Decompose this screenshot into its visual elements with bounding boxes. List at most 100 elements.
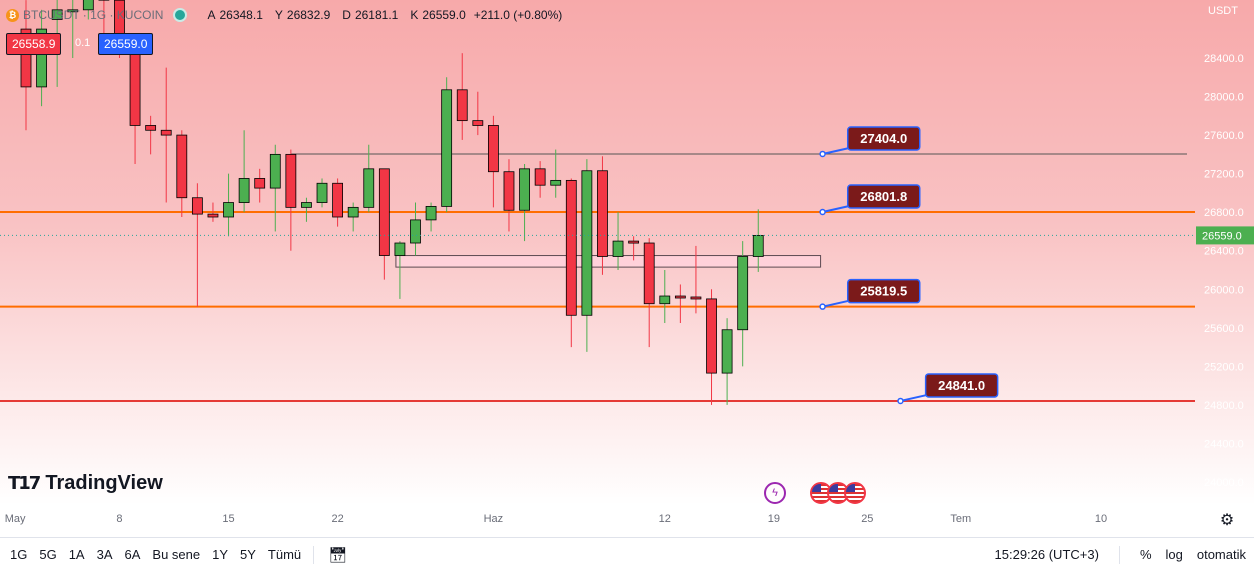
candle-body (224, 203, 234, 217)
range-3a[interactable]: 3A (91, 547, 119, 562)
candle[interactable] (535, 161, 545, 198)
candle[interactable] (566, 178, 576, 347)
level-anchor-point[interactable] (898, 398, 903, 403)
candle-body (488, 125, 498, 171)
log-toggle[interactable]: log (1166, 547, 1183, 562)
candle[interactable] (177, 130, 187, 217)
level-label-text: 25819.5 (860, 284, 907, 299)
candle[interactable] (722, 318, 732, 405)
x-tick-label: 15 (222, 513, 234, 525)
divider (1119, 546, 1120, 564)
calendar-icon[interactable]: 📅︎ (320, 546, 355, 564)
candle[interactable] (488, 116, 498, 208)
candle[interactable] (301, 198, 311, 222)
range-1a[interactable]: 1A (63, 547, 91, 562)
symbol-name[interactable]: BTCUSDT · 1G · KUCOIN (23, 8, 163, 22)
candle[interactable] (411, 203, 421, 256)
candle[interactable] (644, 238, 654, 347)
range-5g[interactable]: 5G (33, 547, 62, 562)
candle[interactable] (161, 68, 171, 203)
candle[interactable] (520, 164, 530, 241)
x-tick-label: 8 (116, 513, 122, 525)
candle[interactable] (224, 174, 234, 237)
candle-body (301, 203, 311, 208)
candle-body (629, 241, 639, 243)
candle-body (457, 90, 467, 121)
candle[interactable] (707, 289, 717, 405)
y-tick-label: 26400.0 (1204, 246, 1244, 258)
candle-body (161, 130, 171, 135)
candle-body (582, 171, 592, 316)
candle-body (379, 169, 389, 256)
candle-body (286, 154, 296, 207)
high-value: 26832.9 (287, 8, 330, 22)
candle[interactable] (551, 150, 561, 198)
divider (313, 546, 314, 564)
candle[interactable] (675, 284, 685, 323)
candle[interactable] (192, 183, 202, 306)
tradingview-logo[interactable]: 𝗧𝟭𝟳 TradingView (8, 472, 163, 495)
candle[interactable] (504, 159, 514, 231)
zone-rectangle[interactable] (396, 256, 821, 268)
last-price-tag-text: 26559.0 (1202, 230, 1242, 242)
us-flag-event-icon[interactable] (844, 482, 866, 504)
y-tick-label: 28400.0 (1204, 53, 1244, 65)
level-anchor-point[interactable] (820, 304, 825, 309)
y-tick-label: 27200.0 (1204, 169, 1244, 181)
candle[interactable] (130, 39, 140, 164)
settings-icon[interactable]: ⚙ (1218, 510, 1236, 528)
candle[interactable] (286, 150, 296, 251)
candle-body (644, 243, 654, 304)
candle-body (442, 90, 452, 207)
level-anchor-point[interactable] (820, 151, 825, 156)
range-bu-sene[interactable]: Bu sene (146, 547, 206, 562)
candle[interactable] (442, 77, 452, 212)
candle[interactable] (582, 159, 592, 352)
candle[interactable] (317, 178, 327, 207)
candle-body (239, 178, 249, 202)
range-5y[interactable]: 5Y (234, 547, 262, 562)
candle[interactable] (395, 241, 405, 299)
range-1g[interactable]: 1G (0, 547, 33, 562)
currency-label[interactable]: USDT (1208, 5, 1238, 17)
candle[interactable] (333, 178, 343, 226)
candle[interactable] (37, 10, 47, 106)
candle[interactable] (473, 92, 483, 135)
candle-body (675, 296, 685, 298)
candle[interactable] (457, 53, 467, 140)
candle-body (691, 297, 701, 299)
bottom-toolbar: 1G 5G 1A 3A 6A Bu sene 1Y 5Y Tümü 📅︎ 15:… (0, 537, 1254, 571)
y-tick-label: 25600.0 (1204, 323, 1244, 335)
candle[interactable] (146, 116, 156, 155)
candle[interactable] (255, 169, 265, 203)
lightning-event-icon[interactable]: ϟ (764, 482, 786, 504)
close-value: 26559.0 (422, 8, 465, 22)
candle[interactable] (348, 203, 358, 232)
candle-body (535, 169, 545, 185)
x-tick-label: 19 (768, 513, 780, 525)
candle[interactable] (270, 145, 280, 232)
candle[interactable] (379, 169, 389, 280)
candle-body (177, 135, 187, 198)
low-label: D (342, 8, 351, 22)
candle-body (597, 171, 607, 257)
candle[interactable] (660, 270, 670, 323)
candle[interactable] (738, 241, 748, 366)
candle-body (317, 183, 327, 202)
buy-button[interactable]: 26559.0 (98, 33, 153, 55)
range-1y[interactable]: 1Y (206, 547, 234, 562)
auto-toggle[interactable]: otomatik (1197, 547, 1246, 562)
range-6a[interactable]: 6A (119, 547, 147, 562)
candle-body (426, 206, 436, 219)
level-anchor-point[interactable] (820, 210, 825, 215)
candlestick-chart[interactable]: 27404.026801.825819.524841.024000.024400… (0, 0, 1254, 537)
candle-body (130, 48, 140, 125)
clock-timezone[interactable]: 15:29:26 (UTC+3) (995, 547, 1099, 562)
candle[interactable] (364, 145, 374, 212)
percent-toggle[interactable]: % (1140, 547, 1152, 562)
candle[interactable] (426, 203, 436, 232)
range-tumu[interactable]: Tümü (262, 547, 307, 562)
sell-button[interactable]: 26558.9 (6, 33, 61, 55)
x-tick-label: May (5, 513, 26, 525)
candle[interactable] (239, 130, 249, 212)
